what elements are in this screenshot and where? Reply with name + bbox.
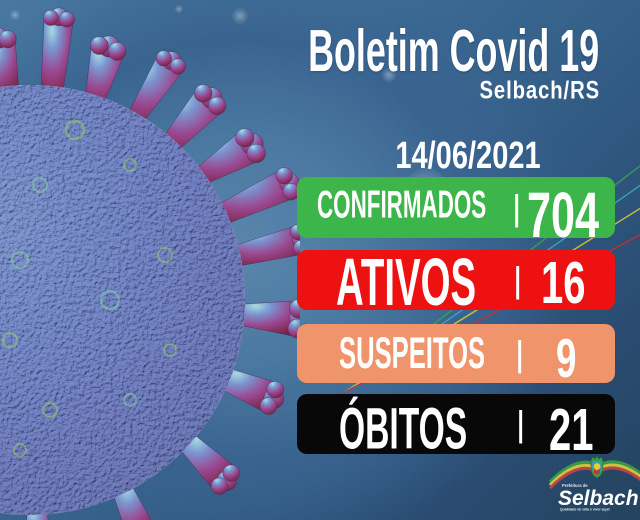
- svg-text:Qualidade de vida é viver aqui: Qualidade de vida é viver aqui!: [560, 508, 610, 512]
